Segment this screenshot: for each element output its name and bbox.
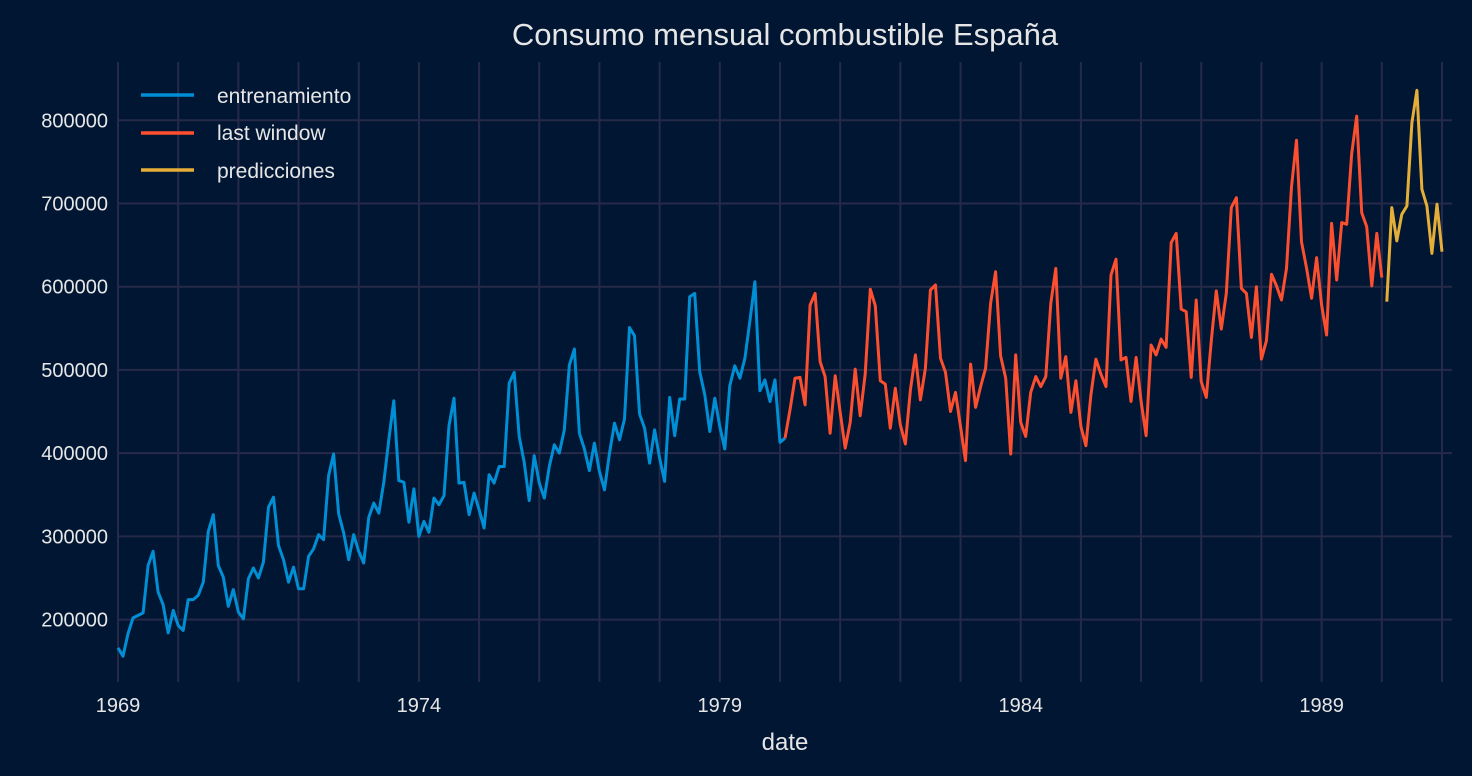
legend: entrenamiento last window predicciones: [141, 85, 351, 183]
grid: [117, 62, 1452, 682]
legend-label-predicciones: predicciones: [217, 160, 335, 183]
series-line-entrenamiento: [116, 280, 786, 658]
series-line-last-window: [783, 114, 1384, 463]
y-tick-label: 800000: [41, 110, 108, 132]
legend-item-predicciones: predicciones: [141, 160, 335, 183]
legend-label-last-window: last window: [217, 122, 326, 145]
x-axis-label: date: [762, 729, 809, 756]
y-tick-label: 700000: [41, 193, 108, 215]
legend-item-last-window: last window: [141, 122, 326, 145]
y-axis: 200000 300000 400000 500000 600000 700000 8000…: [41, 110, 108, 631]
x-tick-label: 1974: [397, 695, 442, 717]
x-tick-label: 1969: [96, 695, 141, 717]
x-tick-label: 1984: [998, 695, 1043, 717]
series-points-predicciones: [1386, 90, 1443, 302]
chart-title: Consumo mensual combustible España: [512, 17, 1059, 52]
series-points-last-window: [784, 116, 1382, 461]
y-tick-label: 600000: [41, 277, 108, 299]
series-line-predicciones: [1385, 88, 1444, 302]
legend-item-entrenamiento: entrenamiento: [141, 85, 351, 108]
x-tick-label: 1979: [698, 695, 743, 717]
y-tick-label: 300000: [41, 526, 108, 548]
y-tick-label: 200000: [41, 610, 108, 632]
series-group: [116, 88, 1444, 658]
x-axis: 1969 1974 1979 1984 1989: [96, 695, 1344, 717]
y-tick-label: 500000: [41, 360, 108, 382]
x-tick-label: 1989: [1299, 695, 1344, 717]
y-tick-label: 400000: [41, 443, 108, 465]
legend-label-entrenamiento: entrenamiento: [217, 85, 351, 108]
